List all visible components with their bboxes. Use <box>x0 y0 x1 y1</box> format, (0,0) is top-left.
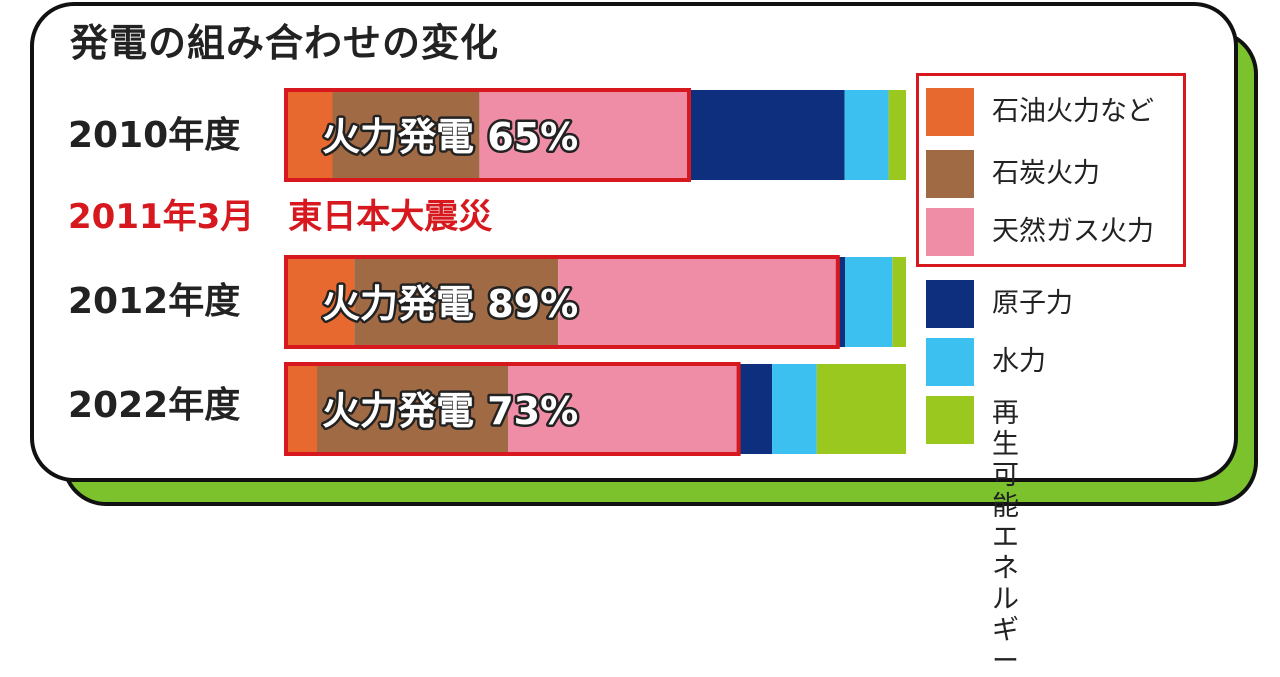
legend-swatch-renewable <box>926 396 974 444</box>
legend-label-lng: 天然ガス火力 <box>992 216 1154 247</box>
legend-label-hydro: 水力 <box>992 346 1046 377</box>
bar-segment-nuclear-0 <box>689 90 845 180</box>
bar-segment-nuclear-2 <box>738 364 773 454</box>
bar-segment-renewable-1 <box>892 257 906 347</box>
year-label-2022: 2022年度 <box>68 385 241 426</box>
year-label-2012: 2012年度 <box>68 281 241 322</box>
bar-segment-hydro-2 <box>772 364 817 454</box>
bar-segment-renewable-0 <box>888 90 906 180</box>
bar-segment-oil-2 <box>286 364 317 454</box>
chart-title: 発電の組み合わせの変化 <box>70 21 500 65</box>
bar-segment-coal-0 <box>332 90 480 180</box>
legend-swatch-coal <box>926 150 974 198</box>
legend-swatch-oil <box>926 88 974 136</box>
stacked-bar-chart: 火力発電 65% 火力発電 89% 火力発電 73% <box>284 88 906 456</box>
bar-segment-hydro-1 <box>845 257 893 347</box>
thermal-annotation-2: 火力発電 73% <box>322 389 578 433</box>
bar-segment-oil-1 <box>286 257 355 347</box>
legend-swatch-nuclear <box>926 280 974 328</box>
bar-segment-lng-0 <box>479 90 689 180</box>
year-label-2010: 2010年度 <box>68 115 241 156</box>
legend-swatch-lng <box>926 208 974 256</box>
legend-label-coal: 石炭火力 <box>992 158 1100 189</box>
legend-label-nuclear: 原子力 <box>992 288 1073 319</box>
thermal-highlight-frame-0 <box>284 88 691 182</box>
bar-segment-renewable-2 <box>816 364 906 454</box>
thermal-annotation-1: 火力発電 89% <box>322 282 578 326</box>
legend-label-renewable: 再生可能 エネルギー <box>992 398 1019 677</box>
bar-segment-lng-2 <box>508 364 739 454</box>
bar-segment-nuclear-1 <box>837 257 846 347</box>
legend-label-oil: 石油火力など <box>992 96 1154 127</box>
thermal-annotation-0: 火力発電 65% <box>322 115 578 159</box>
bar-segment-coal-2 <box>317 364 508 454</box>
legend-swatch-hydro <box>926 338 974 386</box>
thermal-highlight-frame-1 <box>284 255 840 349</box>
earthquake-event-label: 2011年3月 東日本大震災 <box>68 197 493 237</box>
bar-segment-lng-1 <box>558 257 838 347</box>
bar-segment-coal-1 <box>354 257 559 347</box>
bar-segment-oil-0 <box>286 90 333 180</box>
thermal-highlight-frame-2 <box>284 362 741 456</box>
thermal-legend-highlight <box>916 73 1186 267</box>
bar-segment-hydro-0 <box>844 90 889 180</box>
